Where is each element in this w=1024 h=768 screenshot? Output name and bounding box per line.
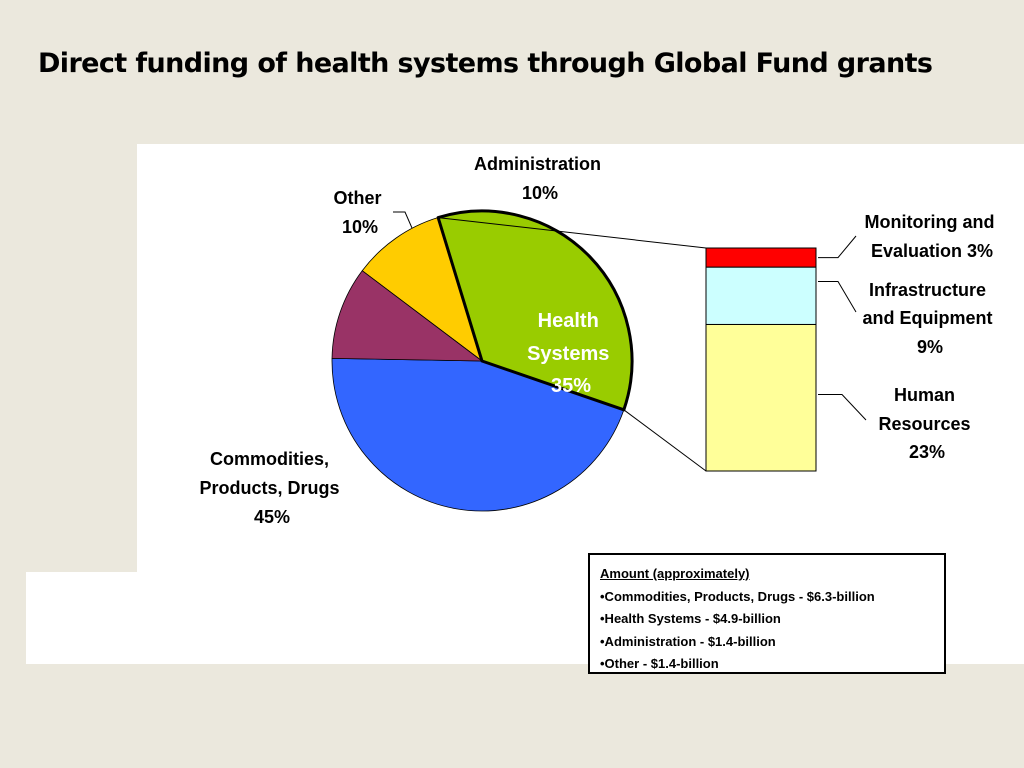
leader-infrastructure: [818, 280, 857, 313]
stacked-bar: [705, 247, 817, 472]
data-labels: Administration 10% Other 10% Health Syst…: [199, 154, 1000, 527]
label-monitoring-evaluation: Monitoring and Evaluation 3%: [865, 212, 1000, 261]
leader-monitoring: [818, 235, 857, 259]
amount-item: •Commodities, Products, Drugs - $6.3-bil…: [600, 588, 875, 604]
amount-legend-box: Amount (approximately) •Commodities, Pro…: [588, 553, 946, 674]
amount-header: Amount (approximately): [600, 566, 750, 581]
amount-item: •Administration - $1.4-billion: [600, 633, 776, 649]
leader-human-resources: [818, 394, 867, 421]
connector-bottom: [623, 409, 707, 472]
leader-other: [393, 211, 413, 229]
connector-top: [438, 217, 707, 249]
label-infrastructure-equipment: Infrastructure and Equipment 9%: [862, 280, 997, 357]
label-health-systems: Health Systems 35%: [527, 310, 615, 397]
pie-slice-health-systems: [436, 209, 634, 412]
amount-item: •Health Systems - $4.9-billion: [600, 611, 781, 626]
pie-slice-commodities-products-drugs: [331, 357, 625, 512]
pie-slice-other: [331, 270, 483, 362]
connector-lines: [393, 211, 867, 472]
label-other: Other 10%: [333, 188, 386, 237]
bar-segment-infrastructure-and-equipment: [705, 266, 817, 325]
label-administration: Administration 10%: [474, 154, 606, 203]
label-human-resources: Human Resources 23%: [878, 385, 975, 462]
slide-title: Direct funding of health systems through…: [38, 48, 933, 79]
pie: [331, 209, 634, 512]
bar-segment-human-resources: [705, 323, 817, 472]
amount-item: •Other - $1.4-billion: [600, 656, 719, 671]
bar-segment-monitoring-and-evaluation: [705, 247, 817, 268]
label-commodities: Commodities, Products, Drugs 45%: [199, 449, 344, 527]
pie-slice-administration: [361, 217, 483, 362]
